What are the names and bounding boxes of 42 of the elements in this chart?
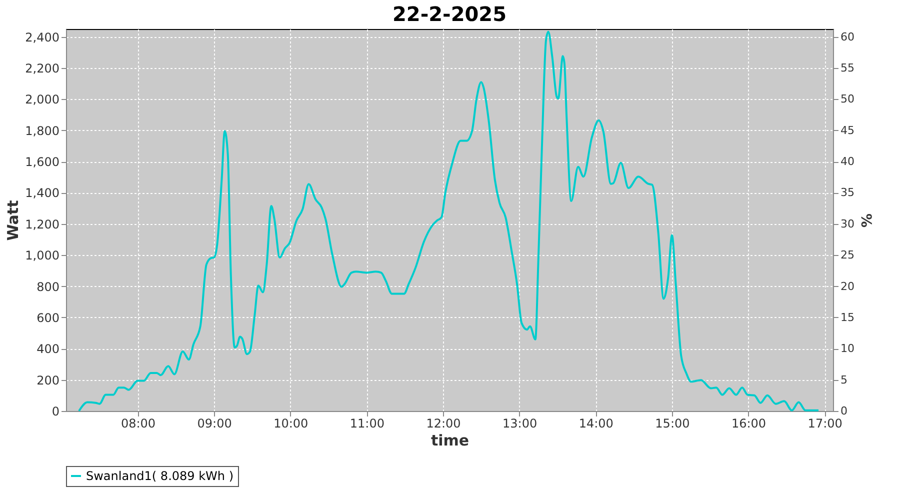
x-tick-label: 11:00 — [350, 416, 384, 430]
y-tick-label: 1,600 — [25, 155, 60, 170]
y-tick-label: 1,200 — [25, 217, 60, 232]
y2-tick-label: 35 — [840, 186, 854, 200]
y-tick-label: 2,200 — [25, 61, 60, 76]
x-tick-label: 14:00 — [578, 416, 614, 430]
y-tick-label: 1,400 — [25, 186, 60, 200]
x-axis-title: time — [430, 432, 470, 450]
y2-tick-label: 40 — [840, 155, 854, 168]
y2-tick-label: 55 — [840, 61, 854, 74]
x-tick-label: 10:00 — [274, 416, 308, 430]
x-tick-label: 15:00 — [655, 416, 690, 430]
x-tick-label: 12:00 — [426, 416, 461, 430]
y-axis-title: Watt — [4, 200, 22, 241]
x-tick-label: 08:00 — [120, 416, 156, 430]
legend-label: Swanland1( 8.089 kWh ) — [86, 469, 234, 483]
x-tick-label: 13:00 — [502, 416, 538, 430]
y-tick-label: 600 — [36, 310, 60, 325]
chart-title: 22-2-2025 — [392, 2, 507, 26]
y2-tick-label: 5 — [840, 373, 848, 386]
y-tick-label: 1,000 — [25, 248, 60, 263]
y-tick-label: 400 — [36, 342, 60, 356]
y2-tick-label: 0 — [840, 404, 848, 418]
x-tick-label: 16:00 — [731, 416, 766, 430]
y2-tick-label: 50 — [840, 92, 854, 106]
y2-tick-label: 15 — [840, 310, 854, 324]
y2-tick-label: 45 — [840, 124, 854, 137]
y2-tick-label: 20 — [840, 280, 854, 293]
x-tick-label: 09:00 — [197, 416, 232, 430]
y-tick-label: 0 — [52, 404, 60, 418]
y2-tick-label: 30 — [840, 217, 854, 230]
y-tick-label: 200 — [36, 373, 60, 388]
x-tick-label: 17:00 — [808, 416, 842, 430]
y-tick-label: 2,000 — [25, 92, 60, 107]
y-tick-label: 2,400 — [25, 30, 60, 44]
line-series — [78, 30, 820, 412]
y2-axis-title: % — [857, 213, 874, 228]
y2-tick-label: 25 — [840, 248, 854, 262]
y2-tick-label: 60 — [840, 30, 854, 44]
y2-tick-label: 10 — [840, 342, 854, 356]
y-tick-label: 800 — [36, 280, 60, 294]
y-tick-label: 1,800 — [25, 124, 60, 138]
